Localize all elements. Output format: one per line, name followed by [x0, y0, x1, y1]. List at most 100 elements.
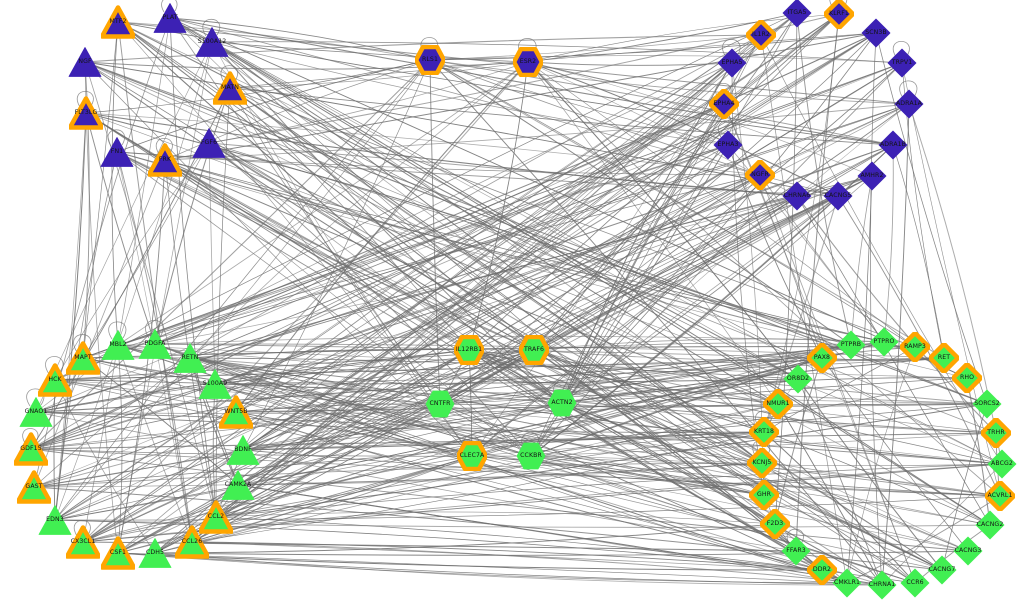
edge [235, 61, 529, 413]
graph-node-epha5[interactable]: EPHA5 [716, 47, 748, 79]
edge [530, 455, 916, 584]
graph-node-ptpro[interactable]: PTPRO [868, 326, 900, 358]
graph-node-epha4[interactable]: EPHA4 [708, 88, 740, 120]
graph-node-amhr2[interactable]: AMHR2 [856, 160, 888, 192]
edge [30, 34, 762, 450]
graph-node-bdnf[interactable]: BDNF [225, 433, 261, 467]
edge [533, 349, 779, 405]
graph-node-cckbr[interactable]: CCKBR [515, 440, 547, 472]
edge [54, 402, 563, 521]
graph-node-fgf6[interactable]: FGF6 [191, 126, 227, 160]
graph-node-ghr[interactable]: GHR [748, 479, 780, 511]
graph-node-chrna6[interactable]: CHRNA6 [781, 180, 813, 212]
edge [908, 103, 1003, 465]
graph-node-cdh5[interactable]: CDH5 [137, 536, 173, 570]
edge [774, 357, 823, 525]
graph-node-ngf[interactable]: NGF [67, 45, 103, 79]
graph-node-ccr6[interactable]: CCR6 [899, 567, 931, 599]
graph-node-frk[interactable]: FRK [147, 143, 183, 177]
edge [850, 175, 873, 346]
edge [117, 455, 473, 554]
edge [54, 379, 1003, 465]
graph-node-trhr[interactable]: TRHR [980, 417, 1012, 449]
graph-node-ptprb[interactable]: PTPRB [835, 329, 867, 361]
edge [208, 142, 563, 404]
edge [164, 159, 885, 343]
edge [154, 403, 779, 554]
graph-node-cx3cl1[interactable]: CX3CL1 [65, 525, 101, 559]
edge [527, 61, 873, 177]
graph-node-ngfr[interactable]: NGFR [744, 159, 776, 191]
edge [82, 13, 840, 543]
edge [561, 103, 910, 404]
edge [429, 59, 910, 105]
edge [471, 431, 765, 457]
edge [117, 552, 848, 584]
graph-node-chrna1[interactable]: CHRNA1 [866, 569, 898, 600]
edge [208, 142, 532, 457]
graph-node-il1r2[interactable]: IL1R2 [745, 19, 777, 51]
edge [191, 541, 823, 571]
graph-node-hck[interactable]: HCK [37, 363, 73, 397]
graph-node-cacng5[interactable]: CACNG5 [822, 180, 854, 212]
edge [208, 142, 763, 464]
graph-node-acvrl1[interactable]: ACVRL1 [984, 480, 1016, 512]
edge [35, 349, 470, 413]
graph-node-csf1[interactable]: CSF1 [100, 536, 136, 570]
edge [429, 59, 883, 586]
graph-node-il12rb1[interactable]: IL12RB1 [453, 334, 485, 366]
graph-node-matn[interactable]: MATN [212, 71, 248, 105]
graph-node-mtf2[interactable]: MTF2 [100, 5, 136, 39]
graph-node-ramp3[interactable]: RAMP3 [899, 331, 931, 363]
edge [30, 195, 798, 450]
edge [82, 142, 210, 359]
edge [561, 357, 945, 404]
self-loop-edge [77, 91, 94, 108]
graph-node-abcg2[interactable]: ABCG2 [986, 448, 1018, 480]
graph-node-plat[interactable]: PLAT [152, 1, 188, 35]
graph-node-krt18[interactable]: KRT18 [748, 416, 780, 448]
graph-node-adra1b[interactable]: ADRA1B [877, 129, 909, 161]
graph-node-adra1a[interactable]: ADRA1A [893, 88, 925, 120]
graph-node-s100a12[interactable]: S100A12 [194, 25, 230, 59]
edge [84, 34, 762, 63]
edge [468, 349, 797, 552]
graph-node-epha3[interactable]: EPHA3 [712, 129, 744, 161]
graph-node-gnao1[interactable]: GNAO1 [18, 395, 54, 429]
graph-node-klrf1[interactable]: KLRF1 [823, 0, 855, 30]
edge [30, 103, 725, 450]
graph-node-cntfr[interactable]: CNTFR [424, 388, 456, 420]
graph-node-cmklr1[interactable]: CMKLR1 [831, 567, 863, 599]
self-loop-edge [718, 120, 737, 140]
graph-node-itga5[interactable]: ITGA5 [781, 0, 813, 29]
edge [429, 59, 729, 146]
edge [154, 87, 231, 345]
graph-node-gdf15[interactable]: GDF15 [13, 432, 49, 466]
edge [561, 402, 776, 525]
edge [164, 103, 910, 161]
graph-node-esr2[interactable]: ESR2 [512, 46, 544, 78]
graph-node-wnt5b[interactable]: WNT5B [218, 395, 254, 429]
graph-node-ccl26[interactable]: CCL26 [174, 525, 210, 559]
edge [82, 357, 239, 486]
edge [797, 378, 943, 571]
graph-node-flt3lg[interactable]: FLT3LG [68, 96, 104, 130]
graph-node-gast[interactable]: GAST [16, 470, 52, 504]
edge [164, 159, 532, 457]
graph-node-clec7a[interactable]: CLEC7A [456, 440, 488, 472]
graph-node-fn1[interactable]: FN1 [99, 135, 135, 169]
graph-node-trpv1[interactable]: TRPV1 [886, 47, 918, 79]
graph-node-camk2a[interactable]: CAMK2A [220, 468, 256, 502]
graph-node-kcnj5[interactable]: KCNJ5 [746, 447, 778, 479]
graph-node-pdgfa[interactable]: PDGFA [137, 327, 173, 361]
edge [154, 103, 910, 345]
graph-node-scn3b[interactable]: SCN3B [860, 17, 892, 49]
graph-node-traf6[interactable]: TRAF6 [518, 334, 550, 366]
graph-node-mbl2[interactable]: MBL2 [100, 328, 136, 362]
graph-node-actn2[interactable]: ACTN2 [546, 387, 578, 419]
edge [429, 34, 762, 61]
graph-node-rls1[interactable]: RLS1 [414, 44, 446, 76]
graph-node-sorcs2[interactable]: SORCS2 [971, 388, 1003, 420]
